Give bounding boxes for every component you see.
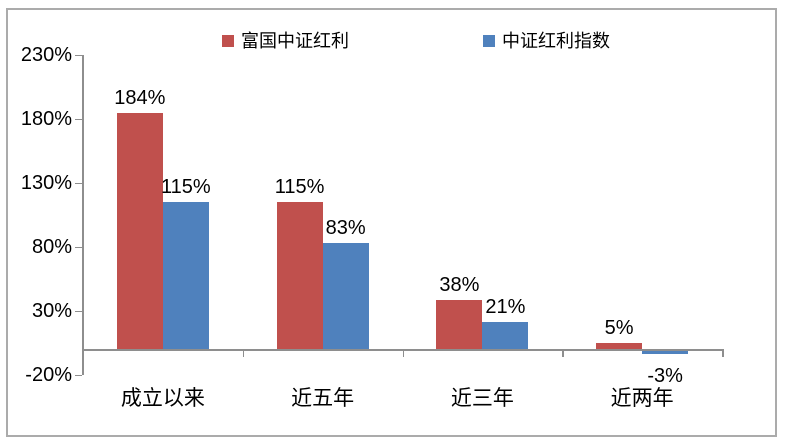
bar-index-0 bbox=[162, 201, 209, 349]
y-axis-tick-label: 230% bbox=[20, 43, 72, 66]
bar-fund-1 bbox=[276, 201, 323, 349]
bar-fund-2 bbox=[436, 300, 483, 349]
y-axis-tick-label: -20% bbox=[25, 363, 72, 386]
y-axis-tick-label: 130% bbox=[20, 171, 72, 194]
x-axis-tick bbox=[402, 349, 404, 357]
bar-index-1 bbox=[322, 242, 369, 349]
y-axis-tick bbox=[75, 182, 82, 185]
category-label-0: 成立以来 bbox=[120, 387, 205, 410]
legend-label-index: 中证红利指数 bbox=[502, 31, 610, 51]
x-axis-tick bbox=[722, 349, 724, 357]
category-label-3: 近两年 bbox=[610, 387, 674, 410]
bar-index-3 bbox=[642, 350, 689, 355]
legend-swatch-index bbox=[483, 35, 495, 47]
y-axis-tick bbox=[75, 310, 82, 313]
x-axis-line bbox=[82, 349, 722, 351]
y-axis-tick-label: 180% bbox=[20, 107, 72, 130]
legend-item-index: 中证红利指数 bbox=[483, 30, 610, 52]
legend-swatch-fund bbox=[222, 35, 234, 47]
legend-label-fund: 富国中证红利 bbox=[241, 31, 349, 51]
y-axis-tick bbox=[75, 54, 82, 57]
y-axis-tick bbox=[75, 374, 82, 377]
y-axis-tick-label: 80% bbox=[31, 235, 72, 258]
x-axis-tick bbox=[562, 349, 564, 357]
value-label-index-0: 115% bbox=[161, 175, 211, 198]
value-label-index-3: -3% bbox=[647, 364, 683, 387]
category-label-1: 近五年 bbox=[291, 387, 355, 410]
value-label-fund-1: 115% bbox=[274, 175, 325, 198]
y-axis-line bbox=[82, 55, 84, 375]
value-label-fund-0: 184% bbox=[114, 87, 166, 110]
value-label-fund-2: 38% bbox=[439, 274, 480, 297]
legend-item-fund: 富国中证红利 bbox=[222, 30, 349, 52]
value-label-fund-3: 5% bbox=[604, 316, 634, 339]
value-label-index-1: 83% bbox=[325, 216, 366, 239]
y-axis-tick bbox=[75, 118, 82, 121]
bar-index-2 bbox=[482, 322, 529, 349]
y-axis-tick bbox=[75, 246, 82, 249]
x-axis-tick bbox=[242, 349, 245, 357]
y-axis-tick-label: 30% bbox=[31, 299, 72, 322]
value-label-index-2: 21% bbox=[485, 296, 526, 319]
bar-fund-3 bbox=[596, 342, 643, 349]
category-label-2: 近三年 bbox=[450, 387, 514, 410]
bar-fund-0 bbox=[116, 113, 163, 349]
